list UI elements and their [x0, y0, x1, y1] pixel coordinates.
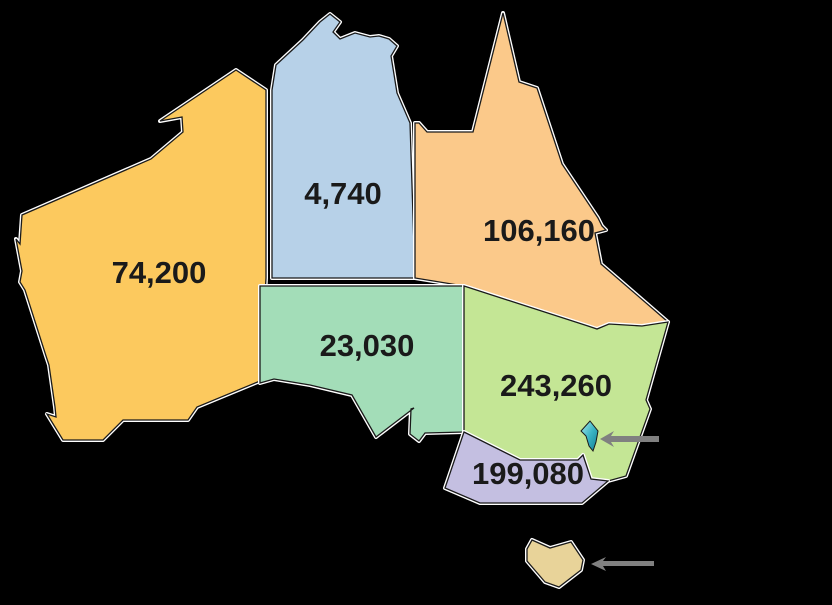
svg-text:74,200: 74,200 [112, 255, 207, 290]
svg-text:4,740: 4,740 [304, 176, 382, 211]
svg-text:243,260: 243,260 [500, 368, 612, 403]
svg-text:199,080: 199,080 [472, 456, 584, 491]
svg-text:106,160: 106,160 [483, 213, 595, 248]
svg-text:23,030: 23,030 [320, 328, 415, 363]
